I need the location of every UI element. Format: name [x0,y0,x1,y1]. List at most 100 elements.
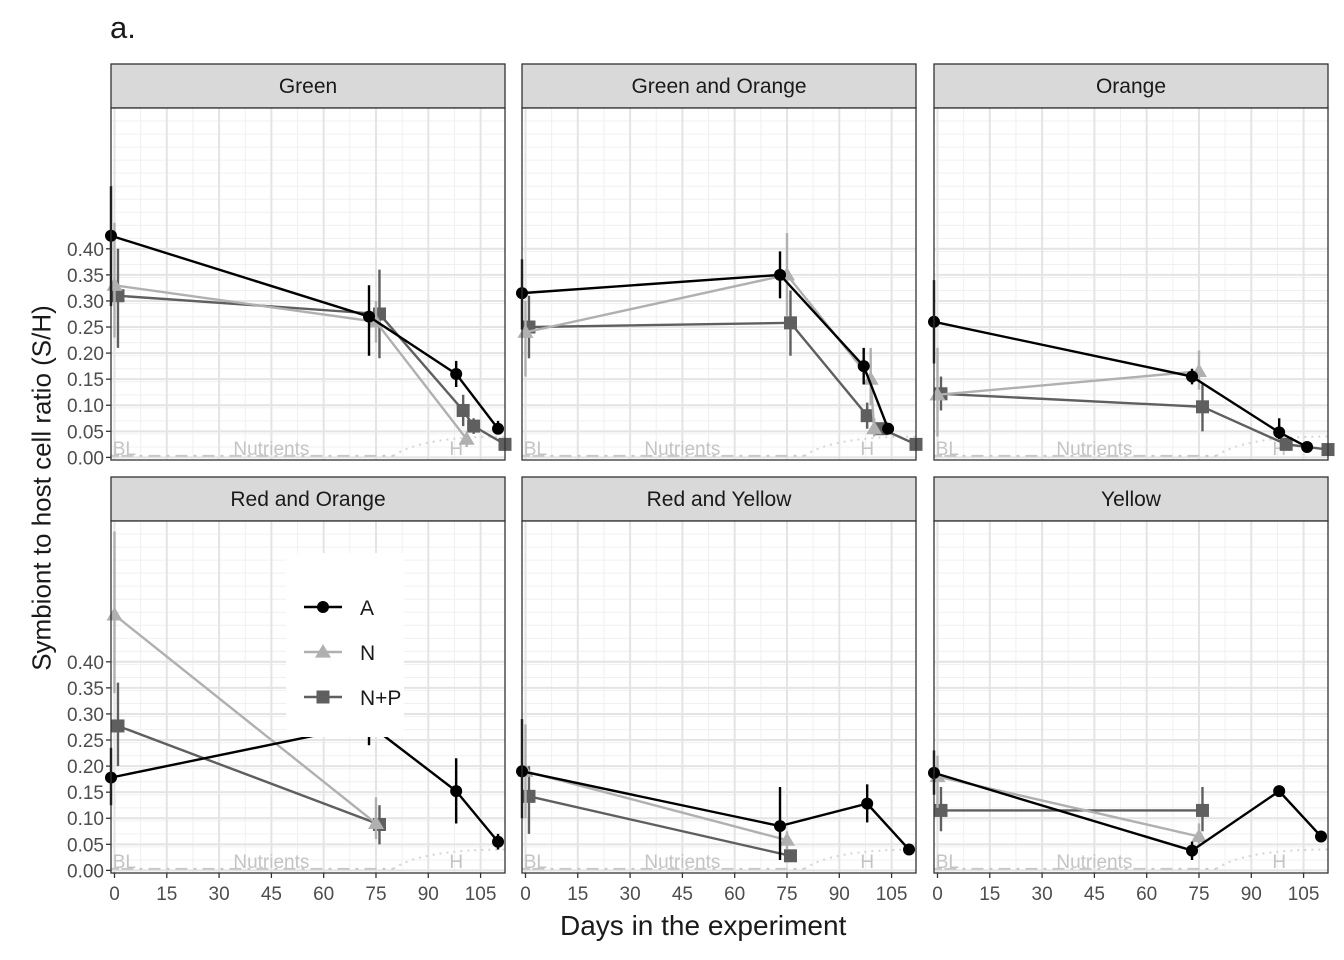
panel-border [933,107,1329,461]
x-tick-label: 105 [1288,884,1320,905]
series-line [525,770,788,842]
data-point [1273,426,1286,439]
heat-period-line [1215,848,1329,870]
annotation-label: BL [113,439,136,460]
series-line [521,273,890,430]
x-tick-label: 105 [465,884,497,905]
data-point [862,371,879,385]
panel-border [933,520,1329,874]
series-a [516,719,916,860]
x-tick-label: 90 [829,884,850,905]
data-point [860,409,874,423]
facet-strip [933,476,1329,522]
x-tick-label: 0 [520,884,531,905]
facet-panel: Green and Orange BL Nutrients H [516,63,923,461]
legend-label: A [360,597,374,620]
y-tick-label: 0.05 [67,422,104,443]
legend-label: N [360,642,375,665]
series-line [933,320,1308,449]
x-tick-label: 45 [261,884,282,905]
x-tick-label: 45 [672,884,693,905]
y-tick-label: 0.40 [67,653,104,674]
series-line [521,770,910,851]
heat-period-line [1215,435,1329,457]
data-point [783,849,797,863]
legend-entry: N+P [304,687,401,710]
y-tick-label: 0.40 [67,240,104,261]
x-tick-label: 75 [1188,884,1209,905]
legend-key-marker [316,690,330,704]
facet-title: Orange [1096,75,1166,98]
x-tick-label: 90 [1241,884,1262,905]
y-tick-label: 0.15 [67,370,104,391]
facet-strip [110,63,506,109]
facet-panel: Yellow BL Nutrients H 0 15 30 45 60 75 90 105 [928,476,1329,905]
legend: AN N+P [286,553,404,737]
x-tick-label: 0 [109,884,120,905]
panel-background [522,521,916,873]
facet-title: Yellow [1101,488,1162,511]
series-line [117,724,380,826]
series-line [528,795,791,857]
data-point [1195,803,1209,817]
data-point [450,367,463,380]
annotation-label: BL [524,852,547,873]
data-point [882,422,895,435]
panel-background [934,521,1328,873]
y-tick-label: 0.00 [67,448,104,469]
x-tick-label: 30 [209,884,230,905]
y-tick-label: 0.20 [67,344,104,365]
facet-title: Green [279,75,337,98]
x-tick-label: 75 [365,884,386,905]
series-line [110,723,499,843]
y-axis-title: Symbiont to host cell ratio (S/H) [26,305,57,671]
legend-entry: N [304,642,375,665]
facet-strip [933,63,1329,109]
annotation-label: H [449,852,463,873]
data-point [866,420,883,435]
panel-border [110,520,506,874]
x-tick-label: 15 [156,884,177,905]
annotation-label: Nutrients [1056,439,1132,460]
data-point [1315,830,1328,843]
y-tick-label: 0.35 [67,679,104,700]
data-point [458,431,475,445]
annotation-label: Nutrients [644,439,720,460]
heat-period-line [392,435,506,457]
annotation-label: BL [936,439,959,460]
legend-key-marker [315,644,331,658]
y-tick-label: 0.20 [67,757,104,778]
legend-entry: A [304,597,374,620]
y-tick-label: 0.30 [67,705,104,726]
data-point [774,268,787,281]
y-tick-label: 0.25 [67,731,104,752]
data-point [783,316,797,330]
data-point [111,719,125,733]
annotation-label: Nutrients [644,852,720,873]
data-point [1190,828,1207,843]
x-tick-label: 45 [1084,884,1105,905]
x-tick-label: 75 [776,884,797,905]
data-point [1273,785,1286,798]
y-tick-label: 0.05 [67,835,104,856]
data-point [1279,437,1293,451]
data-point [467,419,481,433]
panel-letter: a. [110,10,136,45]
heat-period-line [803,435,917,457]
x-tick-label: 90 [418,884,439,905]
series-line [933,771,1322,852]
panel-border [521,107,917,461]
series-line [937,370,1200,397]
annotation-label: Nutrients [233,439,309,460]
annotation-label: BL [524,439,547,460]
panel-border [521,520,917,874]
facet-title: Red and Yellow [647,488,793,511]
facet-panel: Red and Yellow BL Nutrients H 0 15 30 45 60 75 90 1… [516,476,917,905]
data-point [1301,440,1314,453]
y-tick-label: 0.35 [67,266,104,287]
annotation-label: H [1272,852,1286,873]
data-point [456,403,470,417]
